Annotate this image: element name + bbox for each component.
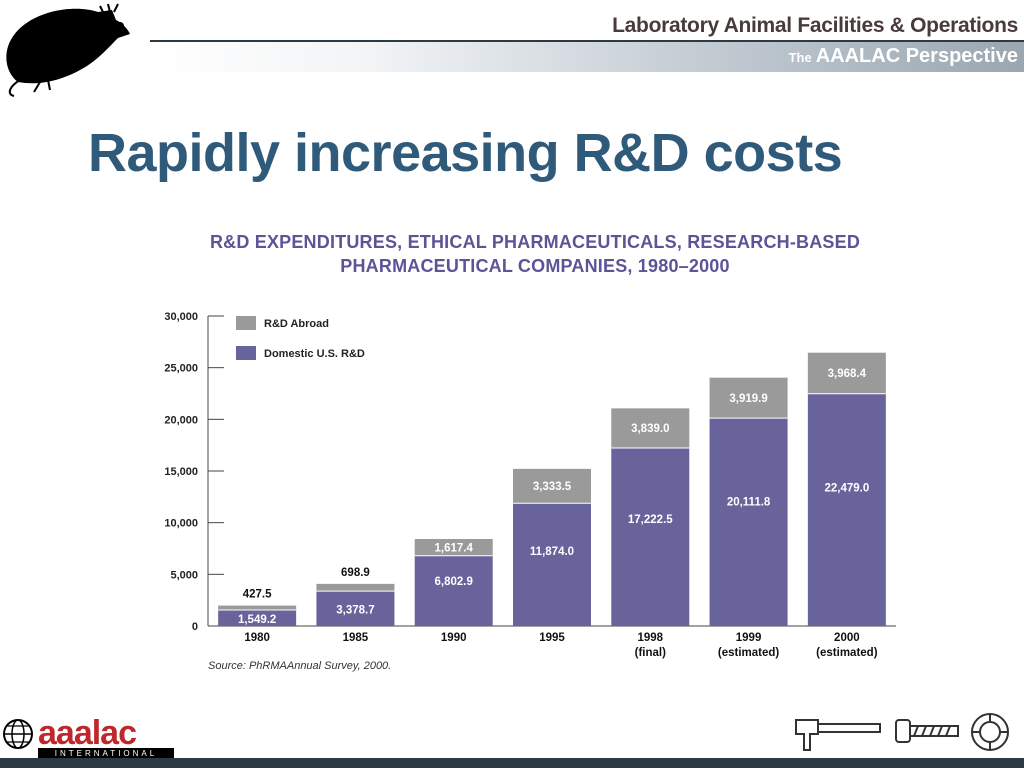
footer-strip xyxy=(0,758,1024,768)
data-label-domestic: 1,549.2 xyxy=(238,614,276,626)
x-tick-label: 1999 xyxy=(736,632,762,644)
data-label-domestic: 22,479.0 xyxy=(824,482,869,494)
bar-domestic xyxy=(611,448,690,626)
header-subtitle-text: AAALAC Perspective xyxy=(815,45,1018,67)
bar-domestic xyxy=(316,591,395,626)
y-tick-label: 5,000 xyxy=(170,569,198,581)
x-tick-label: 1995 xyxy=(539,632,565,644)
legend-swatch xyxy=(236,316,256,330)
bar-domestic xyxy=(218,609,297,626)
bar-abroad xyxy=(218,605,297,610)
data-label-abroad: 1,617.4 xyxy=(435,542,474,554)
bar-abroad xyxy=(513,468,591,504)
aaalac-logo-subtext: INTERNATIONAL xyxy=(55,749,157,758)
chart-title: R&D EXPENDITURES, ETHICAL PHARMACEUTICAL… xyxy=(160,230,910,278)
aaalac-logo: aaalac INTERNATIONAL xyxy=(3,714,174,758)
bar-domestic xyxy=(513,503,591,626)
y-tick-label: 0 xyxy=(192,621,198,633)
tools-icon xyxy=(795,713,1009,751)
x-tick-label: (estimated) xyxy=(816,647,878,659)
legend-swatch xyxy=(236,346,256,360)
globe-icon xyxy=(3,719,33,749)
chart-source: Source: PhRMAAnnual Survey, 2000. xyxy=(208,660,392,672)
data-label-domestic: 20,111.8 xyxy=(727,496,771,508)
bar-domestic xyxy=(807,393,886,626)
data-label-domestic: 11,874.0 xyxy=(530,546,574,558)
x-tick-label: (final) xyxy=(635,647,666,659)
data-label-abroad: 3,968.4 xyxy=(828,368,867,380)
header-bar xyxy=(150,42,1024,72)
x-tick-label: 1985 xyxy=(343,632,369,644)
data-label-abroad: 3,839.0 xyxy=(631,423,669,435)
y-tick-label: 20,000 xyxy=(164,414,198,426)
header-subtitle-prefix: The xyxy=(788,50,812,65)
y-tick-label: 10,000 xyxy=(164,518,198,530)
data-label-abroad: 698.9 xyxy=(341,567,370,579)
hammer-icon xyxy=(795,719,881,751)
slide-title: Rapidly increasing R&D costs xyxy=(88,123,843,183)
mouse-logo-icon xyxy=(6,3,131,97)
bar-abroad xyxy=(807,352,886,394)
legend-label: R&D Abroad xyxy=(264,318,329,330)
data-label-domestic: 3,378.7 xyxy=(336,605,374,617)
chart-title-line-2: PHARMACEUTICAL COMPANIES, 1980–2000 xyxy=(340,256,730,276)
bar-domestic xyxy=(709,418,788,626)
bar-abroad xyxy=(611,408,690,449)
x-tick-label: 1980 xyxy=(244,632,270,644)
y-tick-label: 25,000 xyxy=(164,363,198,375)
gear-icon xyxy=(971,713,1009,751)
y-tick-label: 15,000 xyxy=(164,466,198,478)
x-tick-label: 1998 xyxy=(637,632,663,644)
x-tick-label: 2000 xyxy=(834,632,860,644)
data-label-domestic: 6,802.9 xyxy=(435,576,473,588)
chart-title-line-1: R&D EXPENDITURES, ETHICAL PHARMACEUTICAL… xyxy=(209,232,861,252)
aaalac-logo-text: aaalac xyxy=(38,714,136,752)
legend-label: Domestic U.S. R&D xyxy=(264,348,365,360)
bar-abroad xyxy=(316,583,395,592)
y-tick-label: 30,000 xyxy=(164,311,198,323)
x-tick-label: 1990 xyxy=(441,632,467,644)
data-label-domestic: 17,222.5 xyxy=(628,514,673,526)
screw-icon xyxy=(895,719,959,743)
header-title: Laboratory Animal Facilities & Operation… xyxy=(612,14,1018,37)
data-label-abroad: 3,333.5 xyxy=(533,481,572,493)
header-subtitle: The AAALAC Perspective xyxy=(789,45,1018,68)
x-tick-label: (estimated) xyxy=(718,647,780,659)
data-label-abroad: 427.5 xyxy=(243,589,272,601)
data-label-abroad: 3,919.9 xyxy=(729,393,767,405)
bar-abroad xyxy=(414,538,493,556)
header-divider xyxy=(150,40,1024,42)
bar-domestic xyxy=(414,555,493,626)
stacked-bar-chart: 0 5,000 10,000 15,000 20,000 25,000 30,000 1,54… xyxy=(164,311,896,659)
bar-abroad xyxy=(709,377,788,419)
